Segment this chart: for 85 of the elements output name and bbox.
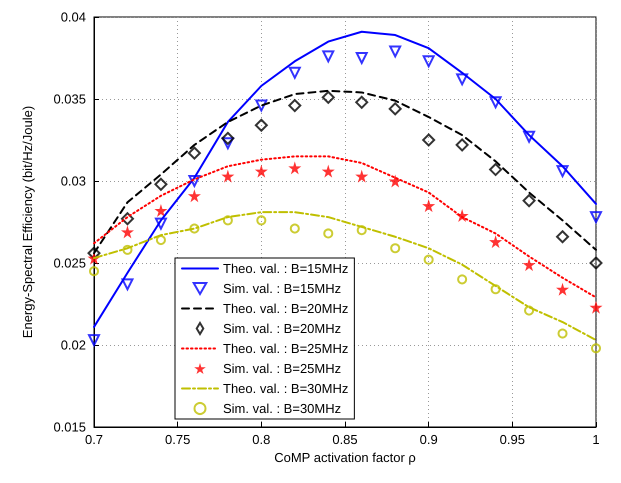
point <box>255 100 268 112</box>
point <box>288 99 302 112</box>
point <box>288 66 301 79</box>
point <box>156 235 166 246</box>
point <box>522 194 536 208</box>
y-tick-label: 0.035 <box>53 92 86 106</box>
point <box>256 215 266 226</box>
point <box>288 161 302 174</box>
x-axis-title: CoMP activation factor ρ <box>274 450 416 465</box>
y-tick-label: 0.025 <box>53 256 86 270</box>
point <box>120 212 134 226</box>
y-tick-label: 0.015 <box>53 420 86 434</box>
legend-label: Theo. val. : B=20MHz <box>223 301 348 316</box>
y-tick-label: 0.02 <box>60 338 86 352</box>
point <box>457 274 468 284</box>
point <box>188 189 201 202</box>
point <box>388 102 402 116</box>
x-tick-label: 0.95 <box>500 432 525 447</box>
point <box>88 334 100 346</box>
point <box>556 165 569 178</box>
line-series <box>93 155 597 298</box>
x-tick-label: 1 <box>592 432 600 447</box>
point <box>390 243 400 254</box>
point <box>122 244 132 255</box>
point <box>121 278 134 290</box>
x-tick-label: 0.9 <box>420 432 438 447</box>
point <box>524 306 534 316</box>
point <box>556 230 570 244</box>
point <box>222 137 234 150</box>
point <box>154 178 168 191</box>
legend-label: Sim. val. : B=15MHz <box>223 281 342 296</box>
point <box>456 73 468 86</box>
point <box>456 138 469 152</box>
point <box>154 218 167 230</box>
point <box>591 343 601 354</box>
point <box>490 96 502 108</box>
point <box>356 225 367 236</box>
legend-label: Theo. val. : B=25MHz <box>223 341 348 356</box>
point <box>355 96 368 109</box>
point <box>388 174 402 188</box>
point <box>322 164 335 178</box>
y-tick-label: 0.03 <box>60 174 86 188</box>
point <box>490 284 501 294</box>
point <box>422 134 436 146</box>
point <box>355 170 368 183</box>
point <box>389 45 402 58</box>
legend-label: Sim. val. : B=30MHz <box>223 401 342 416</box>
point <box>356 52 368 64</box>
y-tick-label: 0.04 <box>60 10 86 24</box>
point <box>590 256 602 270</box>
legend-label: Sim. val. : B=20MHz <box>223 321 342 336</box>
point <box>422 55 435 68</box>
point <box>290 224 300 234</box>
point <box>590 300 602 314</box>
point <box>558 328 568 339</box>
point <box>323 228 334 238</box>
point <box>188 175 200 187</box>
point <box>189 224 200 234</box>
point <box>221 132 234 145</box>
point <box>89 266 99 276</box>
point <box>254 118 268 132</box>
point <box>254 164 268 178</box>
x-tick-label: 0.85 <box>332 432 358 447</box>
x-tick-label: 0.7 <box>84 432 104 447</box>
point <box>556 282 570 296</box>
point <box>120 225 134 238</box>
x-tick-label: 0.8 <box>252 432 270 447</box>
point <box>222 215 233 226</box>
point <box>154 204 168 218</box>
point <box>489 163 502 176</box>
point <box>424 254 434 265</box>
point <box>522 258 536 272</box>
legend-label: Theo. val. : B=30MHz <box>223 381 348 396</box>
point <box>322 90 335 104</box>
y-axis-title: Energy-Spectral Efficiency (bit/Hz/Joule) <box>20 106 35 338</box>
point <box>188 146 201 160</box>
legend-label: Sim. val. : B=25MHz <box>223 361 342 376</box>
point <box>523 130 536 143</box>
legend-label: Theo. val. : B=15MHz <box>223 261 348 276</box>
point <box>590 211 602 224</box>
point <box>322 50 334 62</box>
point <box>221 170 234 183</box>
point <box>489 235 502 248</box>
x-tick-label: 0.75 <box>165 432 190 447</box>
point <box>422 199 436 212</box>
